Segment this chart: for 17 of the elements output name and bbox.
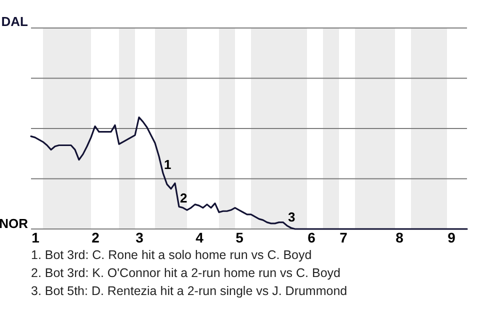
text: 2. Bot 3rd: K. O'Connor hit a 2-run home run vs C. Boyd [31, 266, 341, 280]
x-tick-label: 4 [196, 230, 204, 246]
x-tick-label: 2 [92, 230, 100, 246]
x-tick-label: 9 [448, 230, 456, 246]
x-tick-label: 3 [136, 230, 144, 246]
x-tick-label: 1 [32, 230, 40, 246]
annotation: 3 [288, 210, 296, 225]
x-tick-label: 6 [308, 230, 316, 246]
annotation: 2 [180, 190, 188, 206]
x-tick-label: 7 [340, 230, 348, 246]
x-tick-label: 8 [396, 230, 404, 246]
text: 1. Bot 3rd: C. Rone hit a solo home run vs C. Boyd [31, 248, 312, 262]
text: 3. Bot 5th: D. Rentezia hit a 2-run single vs J. Drummond [31, 284, 348, 298]
text: NOR [0, 216, 29, 231]
x-tick-label: 5 [236, 230, 244, 246]
annotation: 1 [164, 157, 172, 172]
text: DAL [1, 14, 28, 29]
